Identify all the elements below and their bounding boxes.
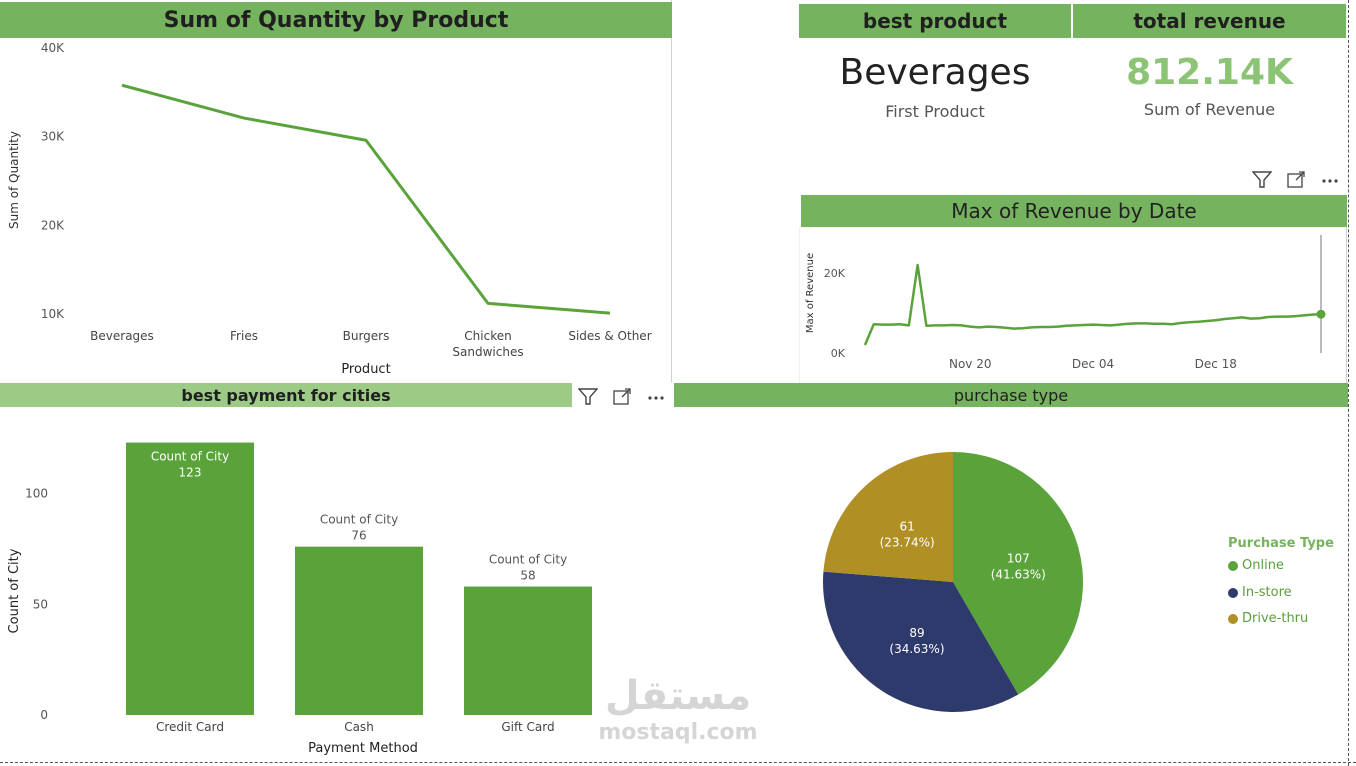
quantity-chart-title: Sum of Quantity by Product (0, 2, 672, 38)
legend-item-drive-thru[interactable]: Drive-thru (1228, 611, 1308, 626)
bar-cash (295, 546, 423, 715)
legend-label: Drive-thru (1242, 611, 1309, 626)
slice-in-store (823, 571, 1019, 712)
y-tick-label: 0 (40, 708, 48, 722)
revenue-chart-title: Max of Revenue by Date (801, 195, 1347, 227)
payment-chart-title: best payment for cities (0, 383, 572, 407)
total-revenue-card[interactable]: total revenue 812.14K Sum of Revenue (1073, 0, 1346, 150)
legend-dot (1228, 613, 1238, 624)
more-options-icon[interactable] (642, 385, 670, 409)
x-tick-label: Sandwiches (452, 345, 523, 359)
x-axis-title: Payment Method (308, 741, 418, 756)
total-revenue-value: 812.14K (1126, 52, 1293, 93)
filter-icon[interactable] (1248, 168, 1276, 192)
y-tick-label: 20K (824, 267, 846, 280)
data-label-value: 123 (179, 466, 202, 480)
payment-bar-chart[interactable]: Count of City Payment Method 100 50 0 Coun… (0, 407, 672, 762)
more-options-icon[interactable] (1316, 168, 1344, 192)
canvas-border-right (1348, 0, 1349, 766)
slice-drive-thru (823, 452, 953, 582)
y-axis-title: Count of City (7, 548, 22, 633)
revenue-series-line (863, 263, 1322, 346)
x-tick-label: Credit Card (156, 720, 224, 734)
watermark-latin: mostaql.com (598, 720, 758, 745)
x-tick-label: Beverages (90, 329, 154, 343)
y-axis-title: Max of Revenue (805, 253, 816, 333)
legend-dot (1228, 587, 1238, 598)
legend-label: Online (1242, 558, 1284, 573)
best-product-card[interactable]: best product Beverages First Product (799, 0, 1071, 150)
focus-mode-icon[interactable] (608, 385, 636, 409)
purchase-chart-panel[interactable]: purchase type 107 (41.63%) 89 (34.63%) 61 (23… (674, 383, 1348, 762)
x-axis-title: Product (341, 362, 390, 377)
x-tick-label: Nov 20 (949, 357, 992, 371)
filter-icon[interactable] (574, 385, 602, 409)
x-tick-label: Dec 04 (1072, 357, 1114, 371)
y-tick-label: 40K (41, 41, 65, 55)
x-tick-label: Sides & Other (568, 329, 651, 343)
legend-item-in-store[interactable]: In-store (1228, 585, 1292, 600)
data-label-value: 76 (351, 529, 366, 543)
legend-item-online[interactable]: Online (1228, 558, 1284, 573)
y-tick-label: 50 (33, 597, 48, 611)
slice-label-value: 61 (899, 519, 914, 533)
slice-online (953, 452, 1083, 695)
quantity-series-line (121, 83, 611, 315)
total-revenue-label: Sum of Revenue (1143, 100, 1276, 119)
slice-label-percent: (23.74%) (880, 535, 935, 549)
data-label-title: Count of City (320, 513, 398, 527)
quantity-line-chart[interactable]: Sum of Quantity Product 40K 30K 20K 10K Bev… (0, 38, 672, 382)
legend-dot (1228, 560, 1238, 571)
canvas-border-bottom (0, 762, 1356, 763)
best-product-label: First Product (885, 102, 985, 121)
y-tick-label: 0K (831, 347, 846, 360)
x-tick-label: Fries (230, 329, 258, 343)
best-product-title: best product (799, 4, 1071, 38)
purchase-pie-chart[interactable]: 107 (41.63%) 89 (34.63%) 61 (23.74%) (674, 407, 1214, 762)
watermark-arabic: مستقل (604, 673, 752, 719)
revenue-chart-panel[interactable]: Max of Revenue by Date Max of Revenue 20… (799, 195, 1347, 383)
slice-label-percent: (41.63%) (991, 567, 1046, 581)
slice-label-percent: (34.63%) (889, 642, 944, 656)
data-label-value: 58 (520, 569, 535, 583)
x-tick-label: Dec 18 (1195, 357, 1237, 371)
bar-credit-card (126, 442, 254, 715)
last-data-point (1316, 309, 1326, 319)
y-tick-label: 100 (25, 487, 48, 501)
best-product-value: Beverages (839, 52, 1031, 93)
focus-mode-icon[interactable] (1282, 168, 1310, 192)
mostaql-watermark: مستقل mostaql.com (592, 672, 764, 752)
legend-label: In-store (1242, 585, 1292, 600)
legend-title: Purchase Type (1228, 536, 1334, 551)
payment-chart-panel[interactable]: best payment for cities Count of City Pa… (0, 383, 672, 762)
y-tick-label: 20K (41, 218, 65, 232)
x-tick-label: Chicken (464, 329, 511, 343)
y-axis-title: Sum of Quantity (7, 131, 21, 229)
quantity-chart-panel[interactable]: Sum of Quantity by Product Sum of Quanti… (0, 0, 672, 382)
bar-gift-card (464, 586, 592, 715)
slice-label-value: 107 (1007, 551, 1030, 565)
x-tick-label: Cash (344, 720, 374, 734)
data-label-title: Count of City (151, 450, 229, 464)
y-tick-label: 30K (41, 130, 65, 144)
x-tick-label: Burgers (343, 329, 390, 343)
slice-label-value: 89 (909, 626, 924, 640)
total-revenue-title: total revenue (1073, 4, 1346, 38)
revenue-line-chart[interactable]: Max of Revenue 20K 0K Nov 20 Dec 04 Dec 18 (799, 227, 1347, 383)
purchase-chart-title: purchase type (674, 383, 1348, 407)
y-tick-label: 10K (41, 307, 65, 321)
data-label-title: Count of City (489, 553, 567, 567)
x-tick-label: Gift Card (501, 720, 554, 734)
